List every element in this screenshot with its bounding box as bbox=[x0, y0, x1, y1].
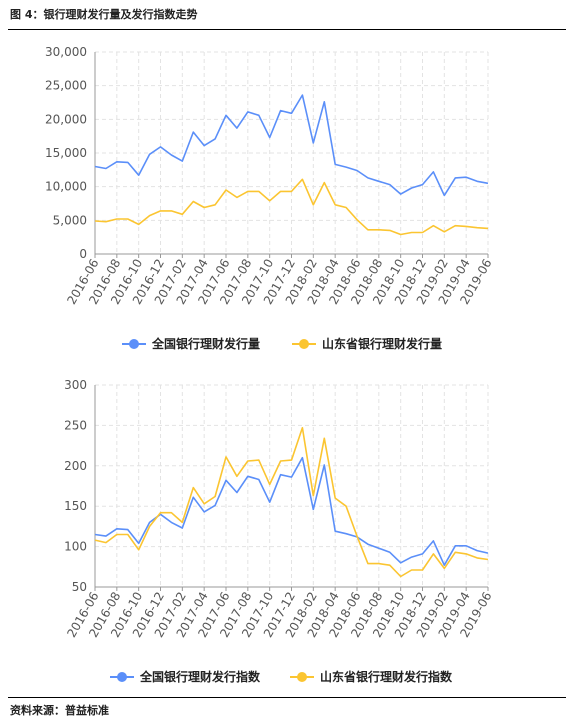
y-tick-label: 300 bbox=[64, 380, 87, 392]
legend-label: 全国银行理财发行量 bbox=[151, 336, 260, 351]
legend-item-national[interactable]: 全国银行理财发行指数 bbox=[110, 669, 261, 684]
y-tick-label: 15,000 bbox=[45, 146, 87, 160]
source-note: 资料来源：普益标准 bbox=[10, 704, 109, 717]
line-chart-issuance-index: 501001502002503002016-062016-082016-1020… bbox=[64, 380, 495, 684]
y-tick-label: 20,000 bbox=[45, 112, 87, 126]
top-rule bbox=[8, 29, 566, 30]
bottom-rule bbox=[8, 697, 566, 698]
legend-item-shandong[interactable]: 山东省银行理财发行指数 bbox=[290, 669, 453, 684]
y-tick-label: 5,000 bbox=[53, 213, 87, 227]
legend-label: 山东省银行理财发行量 bbox=[322, 336, 442, 351]
legend-item-shandong[interactable]: 山东省银行理财发行量 bbox=[292, 336, 442, 351]
y-tick-label: 25,000 bbox=[45, 79, 87, 93]
series-line-shandong bbox=[94, 426, 489, 578]
figure-title: 图 4：银行理财发行量及发行指数走势 bbox=[10, 8, 198, 21]
series-line-national bbox=[94, 94, 489, 197]
series-line-national bbox=[94, 456, 489, 566]
legend-label: 山东省银行理财发行指数 bbox=[320, 669, 453, 684]
y-tick-label: 30,000 bbox=[45, 45, 87, 59]
legend-marker bbox=[129, 339, 139, 349]
series-line-shandong bbox=[94, 178, 489, 236]
line-chart-issuance-volume: 05,00010,00015,00020,00025,00030,0002016… bbox=[45, 45, 495, 351]
legend-item-national[interactable]: 全国银行理财发行量 bbox=[122, 336, 260, 351]
legend-marker bbox=[117, 672, 127, 682]
legend-label: 全国银行理财发行指数 bbox=[139, 669, 261, 684]
legend-marker bbox=[299, 339, 309, 349]
y-tick-label: 10,000 bbox=[45, 180, 87, 194]
y-tick-label: 200 bbox=[64, 459, 87, 473]
y-tick-label: 100 bbox=[64, 540, 87, 554]
y-tick-label: 50 bbox=[72, 580, 87, 594]
y-tick-label: 250 bbox=[64, 418, 87, 432]
y-tick-label: 0 bbox=[79, 247, 87, 261]
y-tick-label: 150 bbox=[64, 499, 87, 513]
legend-marker bbox=[297, 672, 307, 682]
